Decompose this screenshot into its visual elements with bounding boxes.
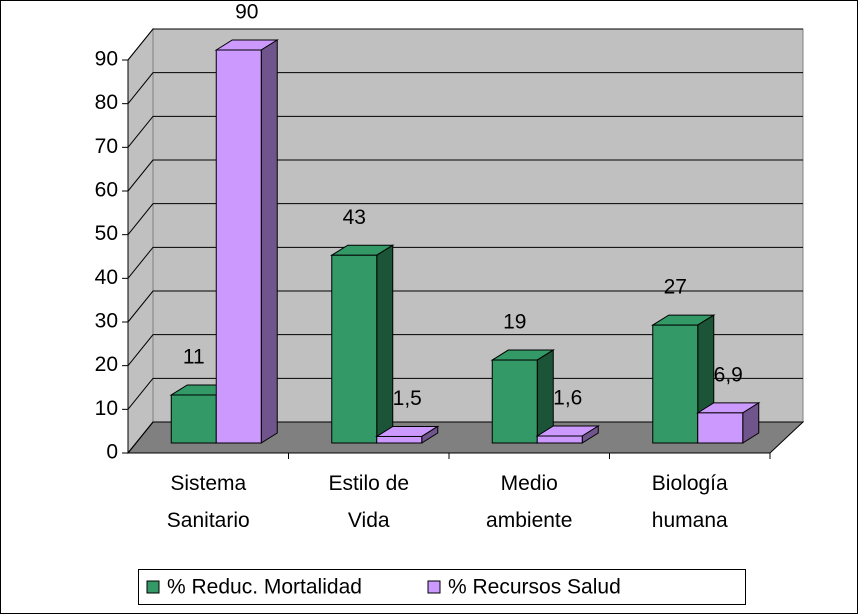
- x-tick-label: Sistema Sanitario: [166, 472, 250, 532]
- legend-label: % Reduc. Mortalidad: [167, 576, 362, 599]
- y-tick-label: 50: [95, 222, 118, 245]
- y-tick-label: 70: [95, 135, 118, 158]
- y-tick-label: 10: [95, 397, 118, 420]
- legend-label: % Recursos Salud: [448, 576, 621, 599]
- legend-swatch: [427, 580, 441, 594]
- x-tick-label: Estilo de Vida: [328, 472, 410, 532]
- data-label: 6,9: [714, 363, 743, 386]
- data-label: 1,5: [393, 387, 422, 410]
- bar: [170, 394, 217, 444]
- grid-line: [127, 203, 803, 235]
- bar-side: [260, 39, 278, 444]
- y-tick-label: 0: [106, 441, 118, 464]
- side-wall: [127, 27, 154, 455]
- data-label: 11: [183, 346, 205, 369]
- legend-swatch: [146, 580, 160, 594]
- y-tick-label: 20: [95, 353, 118, 376]
- grid-line: [127, 334, 803, 366]
- y-tick-label: 80: [95, 91, 118, 114]
- y-tick-label: 60: [95, 179, 118, 202]
- grid-line: [127, 28, 803, 61]
- data-label: 19: [503, 311, 526, 334]
- data-label: 27: [664, 276, 687, 299]
- bar: [697, 412, 744, 444]
- y-tick-label: 90: [95, 48, 118, 71]
- grid-line: [127, 246, 803, 279]
- data-label: 90: [235, 1, 258, 24]
- y-tick-label: 40: [95, 266, 118, 289]
- grid-line: [127, 72, 803, 104]
- grid-line: [127, 377, 803, 410]
- bar: [536, 435, 583, 444]
- grid-line: [127, 421, 803, 454]
- data-label: 43: [343, 206, 366, 229]
- x-tick-label: Biología humana: [651, 472, 728, 532]
- grid-line: [127, 159, 803, 192]
- y-tick-label: 30: [95, 310, 118, 333]
- x-tick-label: Medio ambiente: [486, 472, 573, 532]
- grid-line: [127, 115, 803, 148]
- bar: [376, 435, 423, 444]
- grid-line: [127, 290, 803, 323]
- bar-side: [376, 244, 394, 444]
- bar: [491, 359, 538, 444]
- bar: [215, 49, 262, 444]
- bar: [331, 254, 378, 444]
- legend-box: [138, 569, 746, 605]
- bar: [652, 324, 699, 444]
- data-label: 1,6: [553, 387, 582, 410]
